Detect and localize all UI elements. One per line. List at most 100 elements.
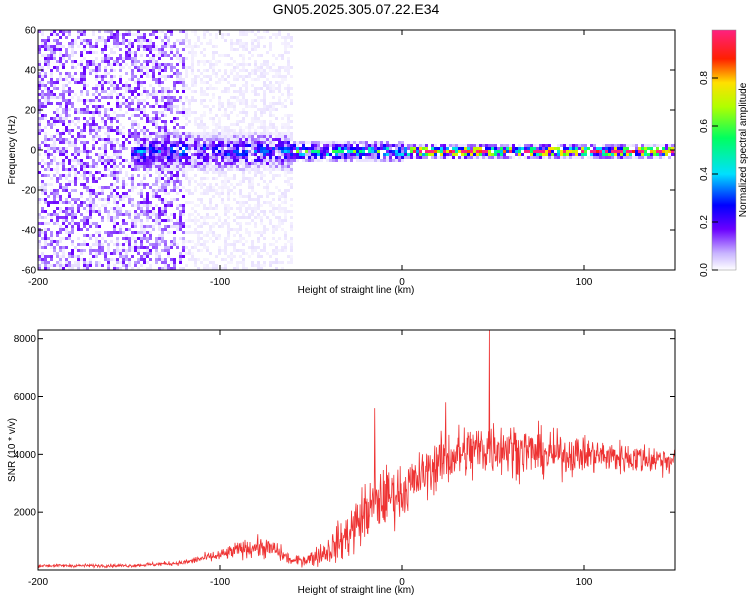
spectrogram-cell [104,204,107,207]
spectrogram-cell [77,111,80,114]
spectrogram-cell [110,207,113,210]
spectrogram-cell [125,39,128,42]
spectrogram-cell [251,183,254,186]
spectrogram-cell [209,252,212,255]
spectrogram-cell [218,237,221,240]
spectrogram-cell [239,225,242,228]
spectrogram-cell [134,186,137,189]
spectrogram-cell [263,96,266,99]
spectrogram-cell [113,45,116,48]
spectrogram-cell [644,153,647,156]
spectrogram-cell [50,123,53,126]
spectrogram-cell [227,255,230,258]
spectrogram-cell [257,87,260,90]
spectrogram-cell [266,228,269,231]
spectrogram-cell [173,126,176,129]
spectrogram-cell [287,132,290,135]
spectrogram-cell [260,255,263,258]
spectrogram-cell [143,177,146,180]
spectrogram-cell [266,186,269,189]
spectrogram-cell [59,117,62,120]
spectrogram-cell [398,153,401,156]
spectrogram-cell [233,177,236,180]
spectrogram-cell [581,153,584,156]
spectrogram-cell [125,183,128,186]
spectrogram-cell [155,159,158,162]
spectrogram-cell [107,261,110,264]
spectrogram-cell [188,177,191,180]
spectrogram-cell [41,210,44,213]
spectrogram-cell [263,237,266,240]
spectrogram-cell [281,249,284,252]
spectrogram-cell [77,135,80,138]
spectrogram-cell [47,222,50,225]
spectrogram-cell [146,246,149,249]
spectrogram-cell [140,258,143,261]
spectrogram-cell [236,66,239,69]
spectrogram-cell [203,183,206,186]
spectrogram-cell [59,150,62,153]
spectrogram-cell [449,156,452,159]
spectrogram-cell [140,66,143,69]
spectrogram-cell [233,198,236,201]
spectrogram-cell [62,249,65,252]
spectrogram-cell [86,198,89,201]
spectrogram-cell [185,33,188,36]
spectrogram-cell [152,93,155,96]
spectrogram-cell [74,189,77,192]
spectrogram-cell [92,69,95,72]
spectrogram-cell [230,123,233,126]
spectrogram-cell [230,228,233,231]
spectrogram-cell [131,159,134,162]
spectrogram-cell [620,153,623,156]
spectrogram-cell [155,141,158,144]
spectrogram-cell [125,267,128,270]
spectrogram-cell [158,99,161,102]
spectrogram-cell [545,153,548,156]
spectrogram-cell [200,216,203,219]
spectrogram-cell [218,144,221,147]
spectrogram-cell [251,141,254,144]
spectrogram-cell [221,258,224,261]
spectrogram-cell [110,144,113,147]
spectrogram-cell [212,96,215,99]
spectrogram-cell [62,99,65,102]
spectrogram-cell [257,183,260,186]
spectrogram-cell [413,150,416,153]
spectrogram-cell [74,66,77,69]
spectrogram-cell [188,138,191,141]
spectrogram-cell [230,159,233,162]
spectrogram-cell [128,201,131,204]
spectrogram-cell [101,57,104,60]
spectrogram-cell [236,120,239,123]
spectrogram-cell [128,33,131,36]
spectrogram-cell [215,75,218,78]
spectrogram-cell [80,192,83,195]
spectrogram-cell [68,255,71,258]
spectrogram-cell [218,147,221,150]
spectrogram-cell [140,255,143,258]
spectrogram-cell [662,147,665,150]
spectrogram-cell [275,102,278,105]
spectrogram-cell [479,150,482,153]
spectrogram-cell [83,78,86,81]
spectrogram-cell [245,69,248,72]
spectrogram-cell [278,168,281,171]
spectrogram-cell [212,150,215,153]
spectrogram-cell [173,240,176,243]
spectrogram-cell [200,222,203,225]
spectrogram-cell [101,162,104,165]
spectrogram-cell [215,153,218,156]
spectrogram-cell [59,141,62,144]
spectrogram-cell [77,264,80,267]
spectrogram-cell [275,72,278,75]
spectrogram-cell [194,117,197,120]
spectrogram-cell [191,45,194,48]
spectrogram-cell [452,150,455,153]
spectrogram-cell [275,246,278,249]
spectrogram-cell [53,240,56,243]
spectrogram-cell [71,165,74,168]
spectrogram-cell [242,150,245,153]
spectrogram-cell [92,147,95,150]
spectrogram-cell [41,39,44,42]
